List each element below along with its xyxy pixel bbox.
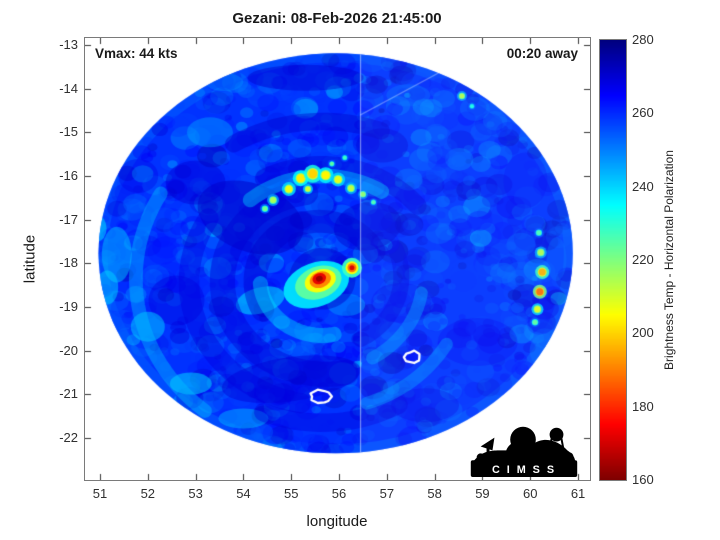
x-axis-label: longitude: [306, 513, 368, 530]
x-tick-label: 56: [331, 486, 347, 501]
time-away-label: 00:20 away: [506, 46, 578, 61]
x-tick-label: 59: [475, 486, 490, 501]
storm-brightness-temp-image: [85, 38, 590, 480]
x-tick-label: 51: [92, 486, 108, 501]
x-tick-label: 53: [188, 486, 203, 501]
x-tick-label: 60: [523, 486, 538, 501]
y-tick-label: -15: [59, 124, 78, 140]
x-tick-label: 61: [570, 486, 586, 501]
figure-title: Gezani: 08-Feb-2026 21:45:00: [232, 10, 442, 27]
y-tick-label: -19: [59, 299, 78, 315]
cimss-logo-silhouette: [470, 426, 578, 478]
colorbar: [599, 39, 627, 481]
y-tick-label: -16: [59, 168, 78, 184]
colorbar-tick-label: 280: [632, 32, 654, 47]
y-tick-label: -17: [59, 211, 78, 227]
x-tick-label: 58: [427, 486, 442, 501]
plot-area: Vmax: 44 kts 00:20 away C I M S S: [84, 37, 591, 481]
cimss-logo-text: C I M S S: [492, 464, 556, 476]
y-axis-label: latitude: [21, 234, 39, 284]
y-tick-label: -20: [59, 342, 78, 358]
vmax-label: Vmax: 44 kts: [95, 46, 178, 61]
y-tick-label: -13: [59, 36, 78, 52]
colorbar-tick-label: 240: [632, 178, 654, 194]
y-tick-label: -18: [59, 255, 78, 271]
colorbar-tick-label: 180: [632, 398, 654, 414]
x-tick-label: 55: [283, 486, 299, 501]
y-tick-label: -21: [59, 386, 78, 402]
colorbar-tick-label: 200: [632, 325, 654, 341]
y-tick-label: -14: [59, 80, 78, 96]
x-tick-label: 54: [236, 486, 251, 501]
x-tick-label: 57: [379, 486, 395, 501]
cimss-logo: C I M S S: [470, 426, 578, 478]
colorbar-gradient: [600, 40, 626, 480]
colorbar-tick-label: 160: [632, 472, 654, 487]
colorbar-tick-label: 260: [632, 105, 654, 121]
colorbar-label: Brightness Temp - Horizontal Polarizatio…: [662, 150, 676, 370]
x-tick-label: 52: [140, 486, 156, 501]
colorbar-tick-label: 220: [632, 252, 654, 267]
y-tick-label: -22: [59, 430, 78, 446]
